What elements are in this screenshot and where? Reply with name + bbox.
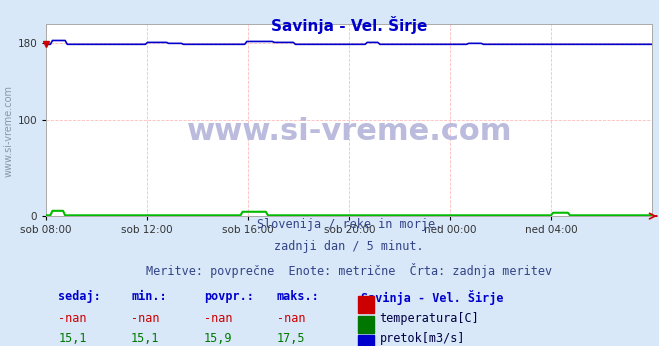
- Text: sedaj:: sedaj:: [58, 290, 101, 303]
- Text: -nan: -nan: [277, 312, 305, 325]
- Text: www.si-vreme.com: www.si-vreme.com: [3, 85, 14, 177]
- Text: maks.:: maks.:: [277, 290, 319, 303]
- Text: povpr.:: povpr.:: [204, 290, 254, 303]
- Text: min.:: min.:: [131, 290, 167, 303]
- Text: 15,1: 15,1: [58, 332, 87, 345]
- Text: Meritve: povprečne  Enote: metrične  Črta: zadnja meritev: Meritve: povprečne Enote: metrične Črta:…: [146, 263, 552, 277]
- Text: -nan: -nan: [131, 312, 159, 325]
- Bar: [358, 316, 374, 333]
- Text: www.si-vreme.com: www.si-vreme.com: [186, 117, 512, 146]
- Text: Savinja - Vel. Širje: Savinja - Vel. Širje: [361, 290, 504, 305]
- Text: -nan: -nan: [204, 312, 232, 325]
- Text: 15,9: 15,9: [204, 332, 232, 345]
- Text: Slovenija / reke in morje.: Slovenija / reke in morje.: [256, 218, 442, 231]
- Text: pretok[m3/s]: pretok[m3/s]: [380, 332, 465, 345]
- Text: -nan: -nan: [58, 312, 87, 325]
- Text: 15,1: 15,1: [131, 332, 159, 345]
- Text: zadnji dan / 5 minut.: zadnji dan / 5 minut.: [274, 240, 424, 253]
- Text: Savinja - Vel. Širje: Savinja - Vel. Širje: [271, 16, 428, 34]
- Bar: [358, 335, 374, 346]
- Bar: [358, 296, 374, 313]
- Text: temperatura[C]: temperatura[C]: [380, 312, 479, 325]
- Text: 17,5: 17,5: [277, 332, 305, 345]
